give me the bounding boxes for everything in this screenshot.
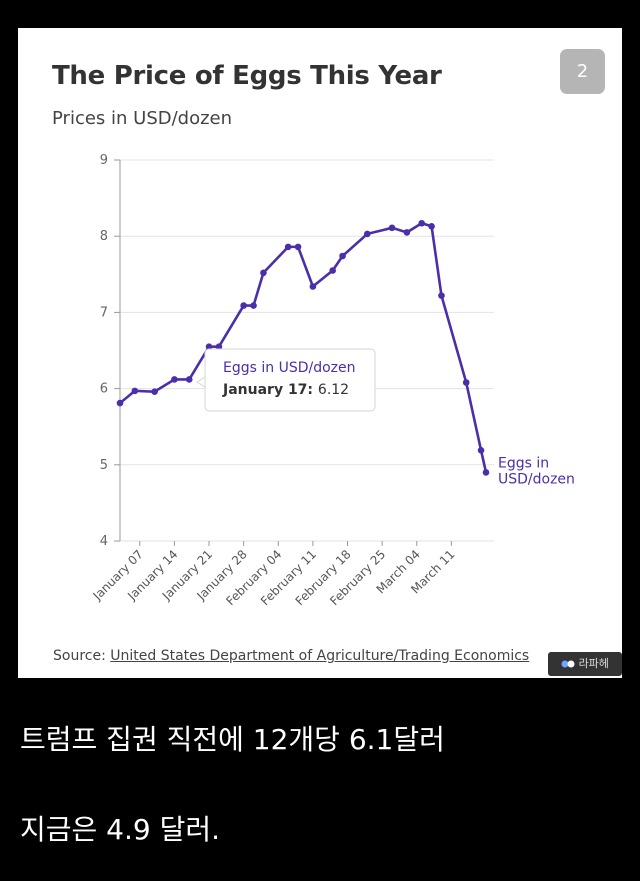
data-point[interactable]	[388, 224, 396, 232]
watermark-logo-icon	[561, 660, 575, 668]
data-point[interactable]	[151, 388, 158, 395]
data-point[interactable]	[215, 343, 223, 350]
y-tick-label: 7	[100, 305, 108, 320]
tooltip-date: January 17:	[222, 382, 318, 398]
data-point[interactable]	[185, 376, 193, 383]
y-tick-label: 5	[100, 458, 108, 473]
tooltip-box	[204, 348, 376, 412]
data-point[interactable]	[131, 387, 139, 395]
data-point[interactable]	[171, 376, 178, 383]
data-point[interactable]	[294, 243, 302, 251]
tooltip-pointer-cover	[205, 376, 209, 388]
source-line: Source: United States Department of Agri…	[53, 648, 529, 664]
chart-tooltip: Eggs in USD/dozen January 17: 6.12	[196, 348, 376, 412]
data-point[interactable]	[363, 230, 371, 238]
y-tick-label: 6	[100, 382, 108, 397]
page-number-badge[interactable]: 2	[560, 49, 605, 94]
caption-line-2: 지금은 4.9 달러.	[20, 813, 221, 846]
data-point[interactable]	[309, 283, 317, 290]
watermark-badge: 라파헤	[548, 652, 622, 676]
data-point[interactable]	[260, 269, 267, 277]
data-point[interactable]	[418, 219, 426, 227]
tooltip-series-name: Eggs in USD/dozen	[223, 360, 356, 376]
data-point[interactable]	[205, 343, 213, 350]
y-tick-label: 9	[100, 153, 108, 168]
watermark-text: 라파헤	[578, 657, 609, 670]
chart-subtitle: Prices in USD/dozen	[52, 108, 233, 129]
y-tick-label: 8	[100, 229, 108, 244]
data-point[interactable]	[284, 243, 292, 251]
source-link[interactable]: United States Department of Agriculture/…	[110, 648, 530, 664]
series-end-label: USD/dozen	[498, 471, 575, 487]
data-point[interactable]	[438, 292, 445, 299]
data-point[interactable]	[403, 229, 411, 236]
tooltip-value-line: January 17: 6.12	[222, 382, 349, 398]
data-point[interactable]	[428, 222, 435, 230]
y-tick-label: 4	[100, 534, 108, 549]
data-point[interactable]	[477, 447, 485, 454]
data-point[interactable]	[329, 267, 336, 274]
tooltip-value: 6.12	[318, 382, 349, 398]
series-line	[119, 221, 488, 473]
caption-line-1: 트럼프 집권 직전에 12개당 6.1달러	[20, 723, 445, 756]
tooltip-pointer	[196, 376, 206, 388]
data-point[interactable]	[482, 469, 490, 476]
data-point[interactable]	[250, 302, 257, 309]
source-prefix: Source:	[53, 648, 111, 664]
data-point[interactable]	[339, 252, 346, 260]
data-point[interactable]	[240, 302, 247, 309]
data-point[interactable]	[116, 399, 124, 407]
series-end-label: Eggs in	[498, 455, 549, 471]
chart-card: The Price of Eggs This Year Prices in US…	[18, 28, 622, 678]
chart-title: The Price of Eggs This Year	[52, 61, 442, 91]
data-point[interactable]	[462, 379, 470, 386]
